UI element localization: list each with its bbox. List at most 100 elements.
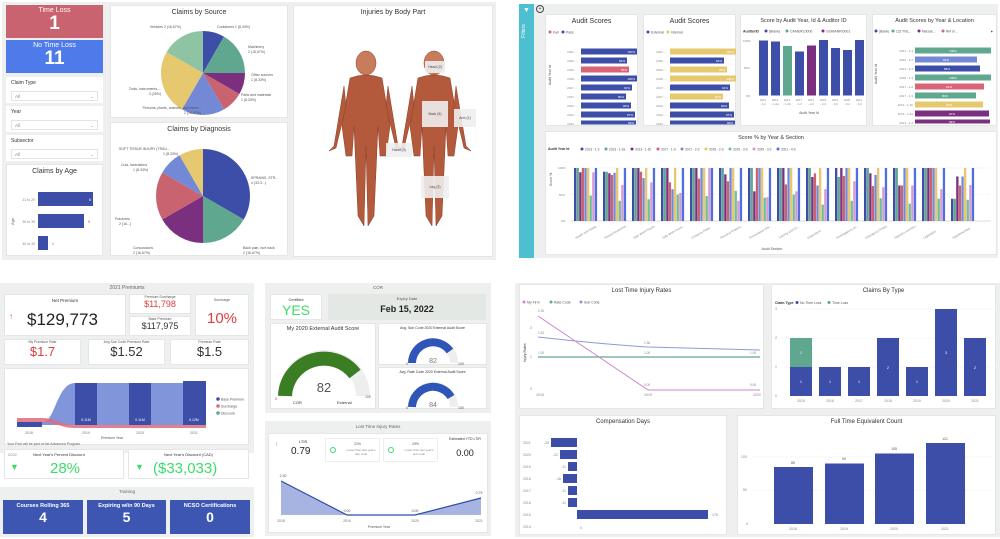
svg-text:Legislation: Legislation: [923, 229, 938, 240]
sub-code-text: Lower than last year's sub code: [404, 448, 434, 456]
claims-by-type-chart[interactable]: Claims By Type Claim Type No Time Loss T…: [771, 284, 996, 409]
claim-type-dropdown[interactable]: All ⌄: [11, 91, 98, 101]
svg-text:Cuts, lacerations: Cuts, lacerations: [121, 163, 147, 167]
score-by-section-chart[interactable]: Score % by Year & Section Audit Year Id …: [545, 131, 997, 255]
svg-text:- 1-2: - 1-2: [760, 102, 766, 106]
head-label-box[interactable]: [425, 61, 445, 73]
svg-text:My Firm: My Firm: [527, 301, 540, 305]
svg-text:100%: 100%: [949, 49, 957, 53]
svg-text:3: 3: [775, 307, 777, 311]
svg-text:Marsde...: Marsde...: [922, 30, 935, 34]
fte-count-chart[interactable]: Full Time Equivalent Count 100 50 0 85 90 10…: [737, 415, 996, 535]
hand-label-box[interactable]: [386, 143, 412, 157]
rate-code-comparison-card[interactable]: 21% Lower than last year's rate code: [325, 438, 380, 462]
certified-card[interactable]: Certified YES: [270, 294, 322, 320]
expiry-date-card[interactable]: Expiry Date Feb 15, 2022: [328, 294, 486, 320]
claims-by-diagnosis-pie: SOFT TISSUE INJURY (TRAU...1 (8.33%) Cut…: [115, 147, 278, 255]
premium-rate-card[interactable]: Premium Rate $1.5: [170, 339, 249, 365]
svg-text:2018: 2018: [789, 527, 797, 531]
svg-text:Fail: Fail: [553, 31, 559, 35]
svg-text:2013 - 1-2b: 2013 - 1-2b: [635, 148, 652, 152]
scores-by-location-title: Audit Scores by Year & Location: [895, 18, 974, 24]
claims-by-diagnosis-chart[interactable]: Claims by Diagnosis SOFT TISSUE INJURY (…: [110, 122, 288, 256]
svg-text:80%: 80%: [942, 94, 948, 98]
injuries-by-body-part[interactable]: Injuries by Body Part Head (2) Back (5) …: [293, 5, 493, 257]
rate-code-audit-gauge[interactable]: Avg. Rate Code 2020 External Audit Score…: [378, 367, 487, 410]
rate-code-pct: 21%: [354, 442, 362, 446]
legend-next-arrow[interactable]: ▸: [991, 29, 993, 34]
premium-ribbon-chart[interactable]: 0.11M 0.11M 0.12M 2018 2019 2020 2021 Premium…: [4, 368, 249, 446]
svg-text:1.36: 1.36: [644, 341, 650, 345]
arm-label-box[interactable]: [454, 109, 476, 127]
svg-text:50%: 50%: [744, 66, 750, 70]
time-loss-card[interactable]: Time Loss 1: [6, 5, 103, 38]
svg-text:Claim Type: Claim Type: [775, 301, 793, 305]
filters-pane-tab[interactable]: ▼ Filters: [519, 4, 534, 258]
svg-text:2017: 2017: [855, 399, 863, 403]
avg-sub-rate-card[interactable]: Avg Sub Code Premium Rate $1.52: [88, 339, 165, 365]
status-ring-icon: [330, 447, 336, 453]
net-premium-card[interactable]: Net Premium ↑ $129,773: [4, 294, 126, 336]
premium-surcharge-card[interactable]: Premium Surcharge $11,798: [129, 294, 191, 314]
svg-text:2020 - ...: 2020 - ...: [656, 59, 668, 63]
svg-text:2 (16.67%): 2 (16.67%): [243, 251, 260, 255]
my-external-audit-gauge[interactable]: My 2020 External Audit Score 82 0 100 CO…: [270, 323, 376, 409]
svg-text:2021: 2021: [523, 441, 531, 445]
subsector-dropdown[interactable]: All ⌄: [11, 149, 98, 159]
svg-text:0.00: 0.00: [644, 383, 650, 387]
ncso-certifications-tile[interactable]: NCSO Certifications 0: [170, 500, 250, 534]
svg-text:0: 0: [406, 362, 408, 366]
year-label: Year: [11, 109, 22, 115]
svg-text:Base Premium: Base Premium: [221, 398, 244, 402]
compensation-days-chart[interactable]: Compensation Days 2021 2020 2019 2018 2017 2…: [519, 415, 727, 535]
next-year-cad-card[interactable]: Next Year's Discount (CAD) ▼ ($33,033): [128, 449, 249, 479]
svg-text:2017 - ...: 2017 - ...: [567, 95, 579, 99]
score-by-auditor-chart[interactable]: Score by Audit Year, Id & Auditor ID Aud…: [740, 14, 867, 126]
claim-type-slicer[interactable]: Claim Type All ⌄: [6, 77, 103, 103]
claims-by-source-chart[interactable]: Claims by Source Vehicles 2 (16.67%) Con…: [110, 5, 288, 118]
sub-code-audit-gauge[interactable]: Avg. Sub Code 2020 External Audit Score …: [378, 323, 487, 366]
claims-by-age-chart[interactable]: Claims by Age Age 21 to 29 6 30 to 39 5 …: [6, 164, 103, 256]
svg-text:- 3-2: - 3-2: [844, 102, 850, 106]
base-premium-card[interactable]: Base Premium $117,975: [129, 316, 191, 336]
ltir-value: 0.79: [291, 446, 311, 457]
hand-label: Hand (3): [392, 148, 406, 152]
svg-text:0: 0: [530, 387, 532, 391]
svg-text:Company Rules: Company Rules: [691, 225, 712, 239]
svg-text:Fractures: Fractures: [115, 217, 130, 221]
audit-scores-ext-int[interactable]: Audit Scores External Internal 2021 - ..…: [643, 14, 736, 126]
svg-text:Audit Year Id: Audit Year Id: [799, 111, 819, 115]
next-year-percent-card[interactable]: 2022 Next Year's Percent Discount ▼ 28%: [4, 449, 124, 479]
year-dropdown[interactable]: All ⌄: [11, 120, 98, 130]
no-time-loss-card[interactable]: No Time Loss 11: [6, 40, 103, 73]
my-premium-rate-card[interactable]: My Premium Rate $1.7: [4, 339, 81, 365]
audit-scores-pass-fail[interactable]: Audit Scores Fail Pass Audit Year Id 202…: [545, 14, 638, 126]
svg-text:30 to 39: 30 to 39: [22, 220, 35, 224]
svg-text:0.11M: 0.11M: [135, 418, 145, 422]
scores-by-location-chart[interactable]: Audit Scores by Year & Location (Blank) …: [872, 14, 997, 126]
svg-text:0.79: 0.79: [476, 491, 483, 495]
svg-text:-18: -18: [556, 477, 561, 481]
back-label-box[interactable]: [422, 101, 448, 127]
svg-text:100%: 100%: [627, 77, 635, 81]
svg-text:2020: 2020: [890, 527, 898, 531]
body-part-title: Injuries by Body Part: [360, 9, 426, 16]
audit-scores-title-1: Audit Scores: [571, 18, 612, 25]
subsector-slicer[interactable]: Subsector All ⌄: [6, 135, 103, 161]
discount-year: 2022: [8, 452, 17, 457]
sub-code-comparison-card[interactable]: 29% Lower than last year's sub code: [383, 438, 438, 462]
year-slicer[interactable]: Year All ⌄: [6, 106, 103, 132]
reset-icon[interactable]: +: [536, 5, 544, 13]
leg-label-box[interactable]: [421, 176, 449, 198]
ltir-line-chart[interactable]: Lost Time Injury Rates My Firm Rate Code…: [519, 284, 764, 409]
expiring-tile[interactable]: Expiring w/in 90 Days 5: [87, 500, 166, 534]
svg-text:123 This...: 123 This...: [896, 30, 911, 34]
courses-rolling-tile[interactable]: Courses Rolling 365 4: [3, 500, 83, 534]
head-label: Head (2): [428, 65, 442, 69]
surcharge-card[interactable]: Surcharge 10%: [195, 294, 249, 336]
svg-text:Statistics and Rec...: Statistics and Rec...: [894, 223, 919, 240]
score-by-section-plot: Audit Year Id 2013 - 1-2 2013 - 1-2a 201…: [548, 147, 991, 251]
svg-text:1 (8.33%): 1 (8.33%): [241, 98, 256, 102]
svg-text:2019: 2019: [343, 519, 351, 523]
ltir-panel[interactable]: ↑ LTIR 0.79 21% Lower than last year's r…: [268, 433, 488, 533]
